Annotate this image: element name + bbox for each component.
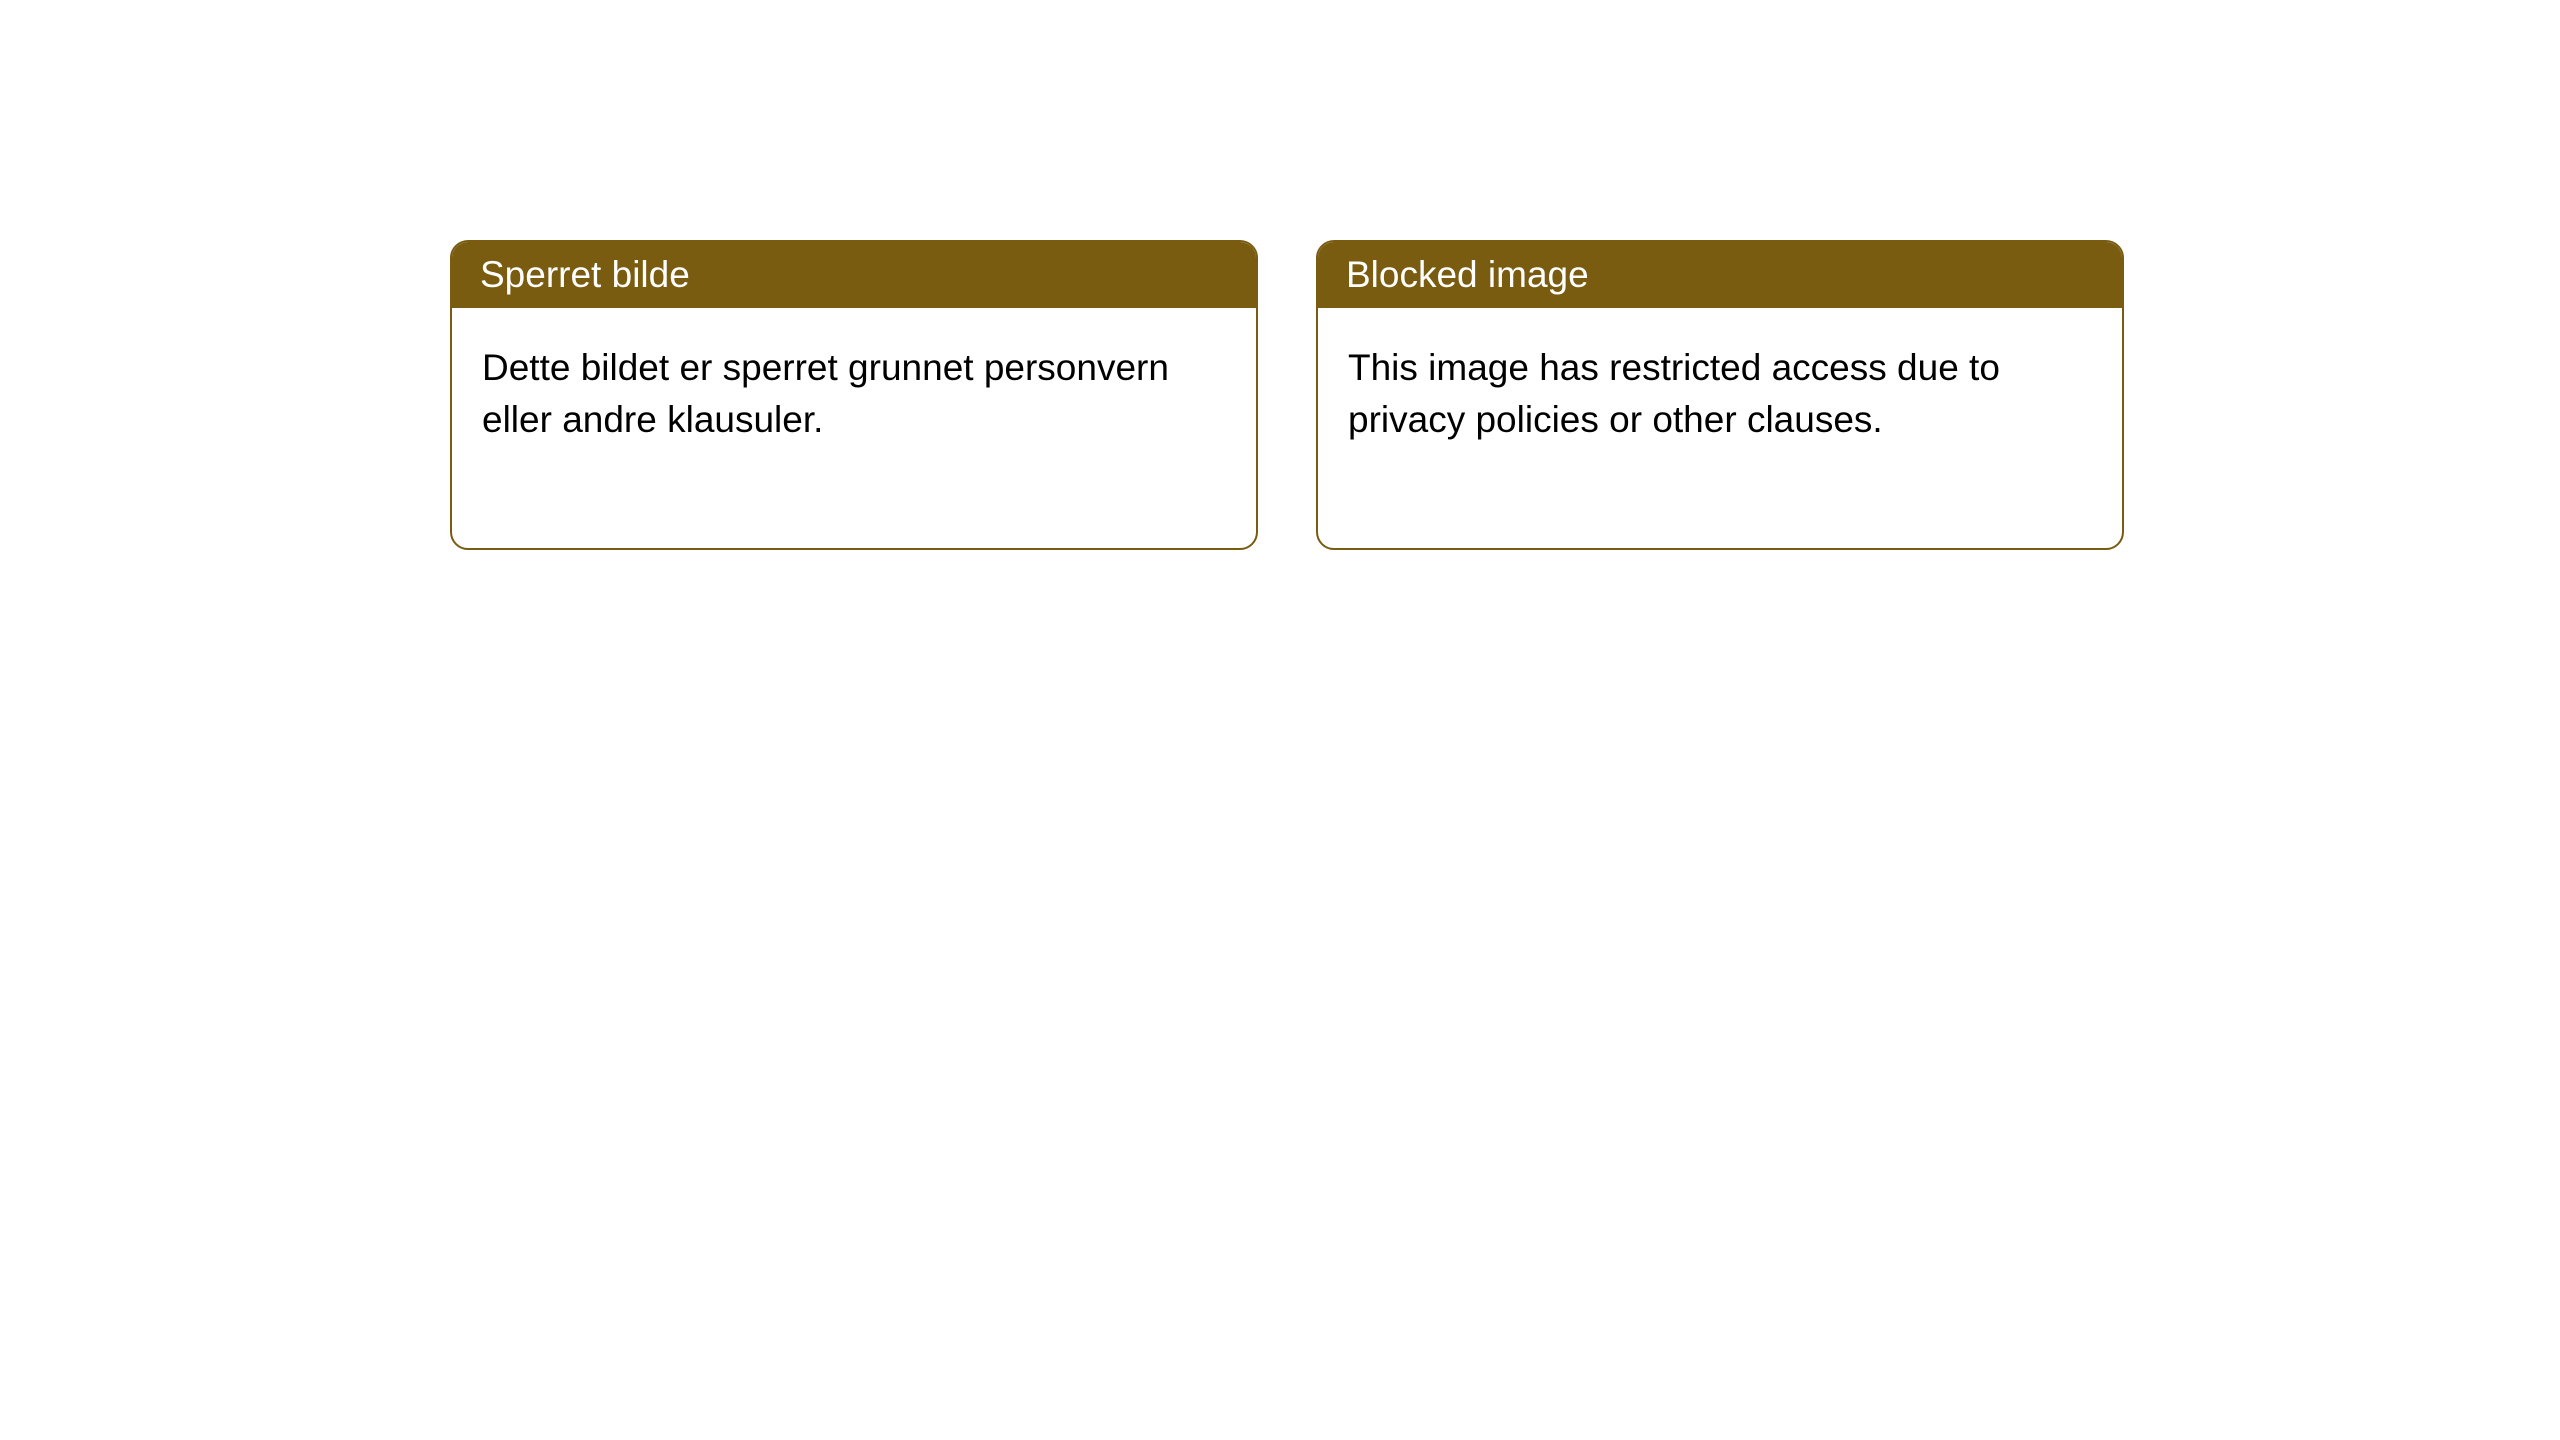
notice-title: Sperret bilde [480,254,690,295]
notice-card-norwegian: Sperret bilde Dette bildet er sperret gr… [450,240,1258,550]
notice-card-english: Blocked image This image has restricted … [1316,240,2124,550]
notice-title: Blocked image [1346,254,1589,295]
notice-text: This image has restricted access due to … [1348,347,2000,440]
notice-body: Dette bildet er sperret grunnet personve… [452,308,1256,548]
notice-header: Blocked image [1318,242,2122,308]
notice-body: This image has restricted access due to … [1318,308,2122,548]
notice-container: Sperret bilde Dette bildet er sperret gr… [450,240,2124,550]
notice-text: Dette bildet er sperret grunnet personve… [482,347,1169,440]
notice-header: Sperret bilde [452,242,1256,308]
